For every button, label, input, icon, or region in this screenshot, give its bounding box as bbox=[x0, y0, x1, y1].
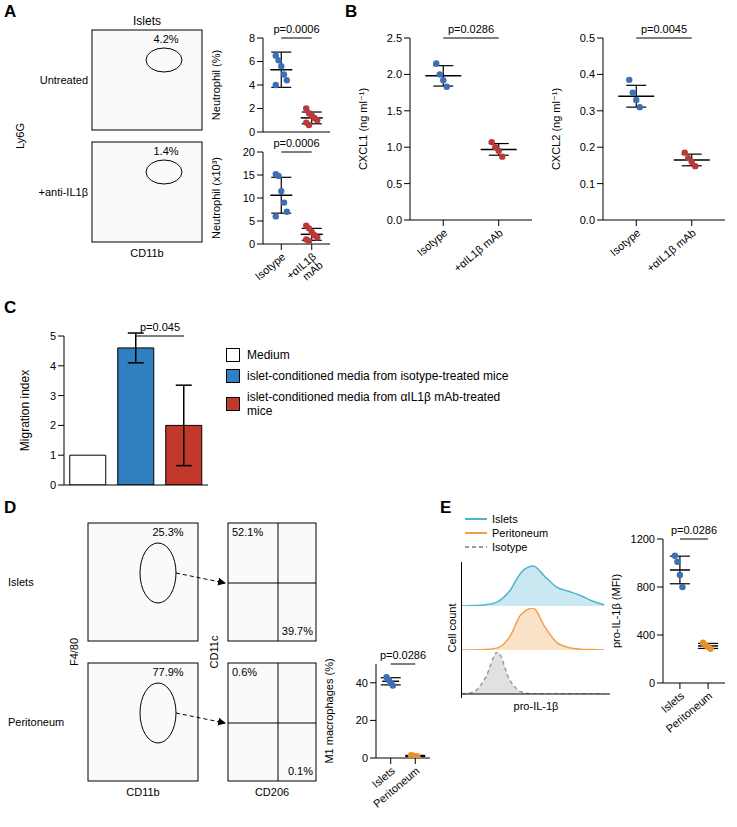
svg-text:0: 0 bbox=[249, 126, 255, 138]
svg-text:Islets: Islets bbox=[369, 764, 397, 790]
html-text:pro-IL-1β: pro-IL-1β bbox=[513, 700, 559, 712]
svg-text:Peritoneum: Peritoneum bbox=[371, 764, 422, 809]
svg-text:40: 40 bbox=[356, 677, 368, 689]
svg-text:CXCL2 (ng ml⁻¹): CXCL2 (ng ml⁻¹) bbox=[550, 88, 562, 170]
svg-text:Cell count: Cell count bbox=[446, 604, 458, 653]
html-text:D: D bbox=[4, 498, 17, 517]
svg-text:10: 10 bbox=[243, 192, 255, 204]
svg-text:1200: 1200 bbox=[631, 533, 655, 545]
svg-text:CXCL1 (ng ml⁻¹): CXCL1 (ng ml⁻¹) bbox=[357, 88, 369, 170]
svg-text:0.0: 0.0 bbox=[387, 214, 402, 226]
svg-text:p=0.0006: p=0.0006 bbox=[273, 23, 319, 35]
svg-text:pro-IL-1β (MFI): pro-IL-1β (MFI) bbox=[610, 574, 622, 648]
svg-text:Islets: Islets bbox=[658, 689, 687, 715]
svg-text:4: 4 bbox=[50, 360, 56, 372]
svg-text:15: 15 bbox=[243, 169, 255, 181]
svg-text:CD206: CD206 bbox=[255, 786, 289, 798]
svg-text:p=0.0045: p=0.0045 bbox=[641, 23, 687, 35]
html-text:islet-conditioned media from i: islet-conditioned media from isotype-tre… bbox=[247, 369, 509, 383]
html-text:A: A bbox=[4, 2, 17, 21]
html-text:B: B bbox=[345, 2, 358, 21]
svg-text:20: 20 bbox=[356, 714, 368, 726]
svg-text:3: 3 bbox=[50, 390, 56, 402]
svg-text:Ly6G: Ly6G bbox=[14, 123, 26, 149]
html-text:islet-conditioned media from α: islet-conditioned media from αIL1β mAb-t… bbox=[247, 390, 501, 418]
svg-text:Untreated: Untreated bbox=[40, 74, 88, 86]
svg-text:0.0: 0.0 bbox=[580, 214, 595, 226]
svg-text:Islets: Islets bbox=[8, 576, 34, 588]
svg-text:1: 1 bbox=[50, 449, 56, 461]
svg-text:Neutrophil (x10³): Neutrophil (x10³) bbox=[210, 157, 222, 239]
svg-text:Islets: Islets bbox=[133, 14, 161, 28]
svg-text:1.0: 1.0 bbox=[387, 141, 402, 153]
svg-text:0: 0 bbox=[50, 479, 56, 491]
svg-text:400: 400 bbox=[637, 629, 655, 641]
svg-text:1.5: 1.5 bbox=[387, 105, 402, 117]
svg-text:1.4%: 1.4% bbox=[153, 145, 178, 157]
svg-text:Isotype: Isotype bbox=[253, 250, 288, 282]
svg-text:0.1: 0.1 bbox=[580, 178, 595, 190]
svg-text:2: 2 bbox=[50, 419, 56, 431]
svg-text:+αIL1β mAb: +αIL1β mAb bbox=[451, 226, 505, 274]
svg-text:p=0.0286: p=0.0286 bbox=[671, 524, 717, 536]
svg-text:0.5: 0.5 bbox=[580, 32, 595, 44]
html-text:Peritoneum: Peritoneum bbox=[492, 527, 549, 539]
svg-text:F4/80: F4/80 bbox=[68, 638, 80, 666]
svg-text:Peritoneum: Peritoneum bbox=[8, 716, 64, 728]
svg-text:52.1%: 52.1% bbox=[232, 526, 263, 538]
svg-text:0: 0 bbox=[249, 238, 255, 250]
svg-text:M1 macrophages (%): M1 macrophages (%) bbox=[323, 658, 335, 763]
svg-text:6: 6 bbox=[249, 55, 255, 67]
svg-text:0.5: 0.5 bbox=[387, 178, 402, 190]
svg-text:800: 800 bbox=[637, 581, 655, 593]
svg-text:Peritoneum: Peritoneum bbox=[664, 689, 715, 734]
svg-text:2.5: 2.5 bbox=[387, 32, 402, 44]
svg-text:p=0.0006: p=0.0006 bbox=[273, 137, 319, 149]
svg-text:Isotype: Isotype bbox=[608, 226, 643, 258]
svg-text:CD11b: CD11b bbox=[130, 247, 163, 259]
svg-text:Migration index: Migration index bbox=[18, 370, 32, 451]
svg-text:CD11c: CD11c bbox=[208, 635, 220, 668]
svg-text:2.0: 2.0 bbox=[387, 68, 402, 80]
svg-text:0.2: 0.2 bbox=[580, 141, 595, 153]
svg-text:p=0.0286: p=0.0286 bbox=[448, 23, 494, 35]
svg-text:CD11b: CD11b bbox=[126, 786, 159, 798]
svg-text:0.1%: 0.1% bbox=[288, 765, 313, 777]
svg-text:0: 0 bbox=[362, 752, 368, 764]
svg-text:p=0.045: p=0.045 bbox=[140, 321, 180, 333]
svg-text:0.6%: 0.6% bbox=[232, 666, 257, 678]
svg-text:0.3: 0.3 bbox=[580, 105, 595, 117]
html-text:Isotype: Isotype bbox=[492, 541, 528, 553]
svg-text:25.3%: 25.3% bbox=[152, 526, 183, 538]
svg-text:5: 5 bbox=[249, 215, 255, 227]
html-text:E: E bbox=[440, 498, 452, 517]
html-text:Medium: Medium bbox=[247, 348, 290, 362]
svg-text:p=0.0286: p=0.0286 bbox=[380, 649, 426, 661]
html-text:C: C bbox=[4, 298, 17, 317]
svg-text:39.7%: 39.7% bbox=[282, 625, 313, 637]
svg-text:Neutrophil (%): Neutrophil (%) bbox=[210, 50, 222, 120]
svg-text:0.4: 0.4 bbox=[580, 68, 595, 80]
svg-text:+anti-IL1β: +anti-IL1β bbox=[39, 186, 88, 198]
svg-text:77.9%: 77.9% bbox=[152, 666, 183, 678]
svg-text:4: 4 bbox=[249, 79, 255, 91]
svg-text:Isotype: Isotype bbox=[415, 226, 450, 258]
svg-text:8: 8 bbox=[249, 32, 255, 44]
svg-text:5: 5 bbox=[50, 330, 56, 342]
svg-text:+αIL1βmAb: +αIL1βmAb bbox=[284, 250, 325, 290]
svg-text:0: 0 bbox=[649, 677, 655, 689]
svg-text:+αIL1β mAb: +αIL1β mAb bbox=[644, 226, 698, 274]
html-text:Islets: Islets bbox=[492, 513, 518, 525]
svg-text:4.2%: 4.2% bbox=[153, 33, 178, 45]
svg-text:20: 20 bbox=[243, 146, 255, 158]
svg-text:2: 2 bbox=[249, 102, 255, 114]
